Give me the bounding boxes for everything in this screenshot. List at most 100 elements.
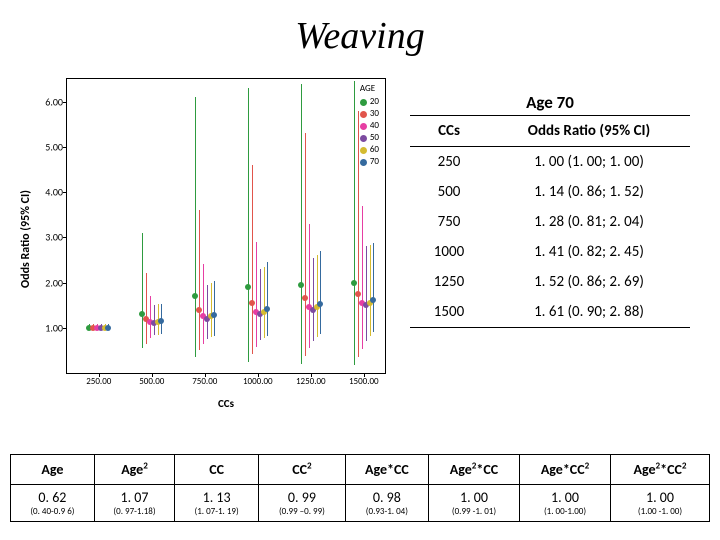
error-bar: [199, 210, 200, 350]
legend-title: AGE: [360, 83, 379, 95]
data-point: [355, 291, 361, 297]
coef-header: Age2*CC: [428, 455, 519, 485]
coef-header: Age*CC: [345, 455, 428, 485]
error-bar: [214, 281, 215, 337]
error-bar: [256, 242, 257, 347]
age70-row: 10001. 41 (0. 82; 2. 45): [410, 237, 690, 267]
legend-item: 60: [360, 144, 379, 156]
x-tick-label: 500.00: [139, 376, 164, 387]
error-bar: [146, 273, 147, 343]
error-bar: [362, 206, 363, 350]
coef-ci: (0.99 -1. 01): [428, 506, 519, 522]
age70-cell-or: 1. 00 (1. 00; 1. 00): [488, 147, 690, 177]
error-bar: [211, 283, 212, 337]
odds-ratio-chart: Odds Ratio (95% CI) AGE 203040506070 1.0…: [32, 78, 394, 400]
coef-ci-row: (0. 40-0.9 6)(0. 97-1.18)(1. 07-1. 19) (0…: [11, 506, 710, 522]
age70-cell-ccs: 1250: [410, 267, 488, 297]
chart-xlabel: CCs: [66, 397, 386, 410]
data-point: [249, 300, 255, 306]
data-point: [370, 297, 376, 303]
error-bar: [264, 267, 265, 338]
coef-header: Age: [11, 455, 95, 485]
coef-header-row: AgeAge2CCCC2Age*CCAge2*CCAge*CC2Age2*CC2: [11, 455, 710, 485]
error-bar: [373, 243, 374, 333]
legend-item: 30: [360, 108, 379, 120]
error-bar: [366, 246, 367, 341]
data-point: [192, 293, 198, 299]
age70-row: 2501. 00 (1. 00; 1. 00): [410, 147, 690, 177]
age70-cell-or: 1. 52 (0. 86; 2. 69): [488, 267, 690, 297]
age70-cell-or: 1. 14 (0. 86; 1. 52): [488, 177, 690, 207]
x-tick-label: 1500.00: [349, 376, 379, 387]
x-tick-label: 1000.00: [243, 376, 273, 387]
error-bar: [260, 269, 261, 340]
coefficients-table: AgeAge2CCCC2Age*CCAge2*CCAge*CC2Age2*CC2…: [10, 454, 710, 522]
age70-cell-or: 1. 61 (0. 90; 2. 88): [488, 297, 690, 327]
chart-legend: AGE 203040506070: [360, 83, 379, 168]
coef-header: CC2: [259, 455, 346, 485]
error-bar: [320, 251, 321, 334]
coef-values-row: 0. 621. 071. 130. 990. 981. 001. 001. 00: [11, 485, 710, 507]
age70-row: 7501. 28 (0. 81; 2. 04): [410, 207, 690, 237]
data-point: [196, 307, 202, 313]
error-bar: [309, 224, 310, 348]
age70-cell-ccs: 750: [410, 207, 488, 237]
age70-row: 12501. 52 (0. 86; 2. 69): [410, 267, 690, 297]
age70-row: 5001. 14 (0. 86; 1. 52): [410, 177, 690, 207]
legend-item: 50: [360, 132, 379, 144]
age70-cell-ccs: 500: [410, 177, 488, 207]
error-bar: [195, 97, 196, 357]
x-tick-label: 250.00: [86, 376, 111, 387]
age70-cell-ccs: 1000: [410, 237, 488, 267]
age70-cell-ccs: 250: [410, 147, 488, 177]
x-tick-label: 1250.00: [296, 376, 326, 387]
coef-header: CC: [175, 455, 259, 485]
data-point: [298, 282, 304, 288]
coef-header: Age*CC2: [520, 455, 611, 485]
chart-plot-area: AGE 203040506070 1.002.003.004.005.006.0…: [66, 78, 386, 374]
y-tick-label: 6.00: [33, 95, 63, 108]
age70-row: 15001. 61 (0. 90; 2. 88): [410, 297, 690, 328]
coef-header: Age2*CC2: [611, 455, 710, 485]
y-tick-label: 4.00: [33, 186, 63, 199]
coef-ci: (0. 97-1.18): [94, 506, 174, 522]
chart-ylabel: Odds Ratio (95% CI): [19, 190, 33, 288]
age70-title: Age 70: [410, 92, 690, 116]
error-bar: [370, 245, 371, 335]
slide-title: Weaving: [0, 14, 720, 58]
data-point: [264, 306, 270, 312]
coef-value: 1. 00: [520, 485, 611, 507]
coef-value: 1. 13: [175, 485, 259, 507]
data-point: [351, 280, 357, 286]
y-tick-label: 1.00: [33, 321, 63, 334]
coef-ci: (0. 40-0.9 6): [11, 506, 95, 522]
coef-value: 0. 62: [11, 485, 95, 507]
coef-ci: (1. 00-1.00): [520, 506, 611, 522]
data-point: [105, 325, 111, 331]
error-bar: [252, 165, 253, 354]
coef-ci: (1. 07-1. 19): [175, 506, 259, 522]
y-tick-label: 3.00: [33, 231, 63, 244]
error-bar: [317, 255, 318, 336]
coef-value: 0. 99: [259, 485, 346, 507]
legend-item: 70: [360, 156, 379, 168]
age70-cell-or: 1. 41 (0. 82; 2. 45): [488, 237, 690, 267]
error-bar: [203, 264, 204, 343]
error-bar: [248, 88, 249, 362]
error-bar: [150, 296, 151, 338]
error-bar: [301, 84, 302, 364]
coef-value: 0. 98: [345, 485, 428, 507]
error-bar: [313, 258, 314, 342]
data-point: [158, 318, 164, 324]
age70-cell-or: 1. 28 (0. 81; 2. 04): [488, 207, 690, 237]
y-tick-label: 2.00: [33, 276, 63, 289]
coef-header: Age2: [94, 455, 174, 485]
coef-ci: (0.93-1. 04): [345, 506, 428, 522]
legend-item: 20: [360, 96, 379, 108]
coef-value: 1. 00: [611, 485, 710, 507]
error-bar: [207, 285, 208, 339]
data-point: [317, 301, 323, 307]
data-point: [211, 312, 217, 318]
coef-value: 1. 07: [94, 485, 174, 507]
error-bar: [358, 111, 359, 358]
